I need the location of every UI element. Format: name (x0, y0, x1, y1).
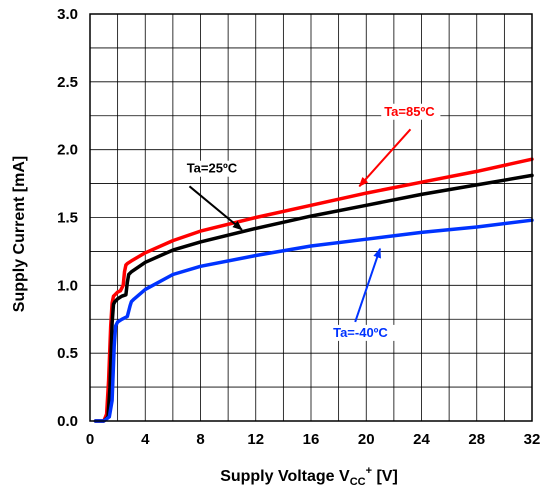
x-tick-label: 20 (358, 431, 375, 448)
y-tick-label: 0.0 (57, 413, 78, 430)
annotation-arrow-2 (354, 247, 382, 323)
annotation-arrow-1 (188, 185, 243, 231)
x-axis-label-sub: CC (350, 476, 366, 488)
series-line-2 (93, 218, 534, 423)
x-axis-label: Supply Voltage VCC+ [V] (220, 465, 398, 488)
x-tick-label: 12 (247, 431, 264, 448)
x-tick-label: 24 (413, 431, 430, 448)
annotation-bg-1 (183, 160, 243, 177)
x-tick-label: 32 (524, 431, 541, 448)
series-lines (93, 157, 534, 423)
x-tick-label: 4 (141, 431, 150, 448)
gridlines (90, 14, 532, 421)
y-tick-label: 2.0 (57, 142, 78, 159)
x-tick-labels: 0 4 8 12 16 20 24 28 32 (86, 431, 541, 448)
annotation-bg-2 (330, 324, 397, 341)
x-axis-label-unit: [V] (372, 468, 398, 485)
annotation-arrow-0 (358, 128, 412, 188)
x-tick-label: 8 (196, 431, 204, 448)
x-tick-label: 0 (86, 431, 94, 448)
y-tick-label: 2.5 (57, 74, 78, 91)
y-tick-label: 1.5 (57, 210, 78, 227)
annotation-label-1: Ta=25ºC (187, 161, 238, 176)
plot-frame (89, 13, 533, 422)
annotations: Ta=85ºC Ta=25ºC Ta=-40ºC (183, 103, 441, 341)
y-tick-label: 0.5 (57, 345, 78, 362)
x-tick-label: 28 (468, 431, 485, 448)
x-tick-label: 16 (303, 431, 320, 448)
annotation-bg-0 (381, 103, 441, 120)
y-tick-label: 1.0 (57, 277, 78, 294)
y-tick-label: 3.0 (57, 6, 78, 23)
y-axis-label: Supply Current [mA] (11, 156, 28, 312)
series-line-1 (93, 173, 534, 423)
x-axis-label-sup: + (366, 465, 372, 477)
y-tick-labels: 0.0 0.5 1.0 1.5 2.0 2.5 3.0 (57, 6, 78, 430)
annotation-label-0: Ta=85ºC (384, 104, 435, 119)
annotation-label-2: Ta=-40ºC (333, 325, 388, 340)
x-axis-label-main: Supply Voltage V (220, 468, 350, 485)
